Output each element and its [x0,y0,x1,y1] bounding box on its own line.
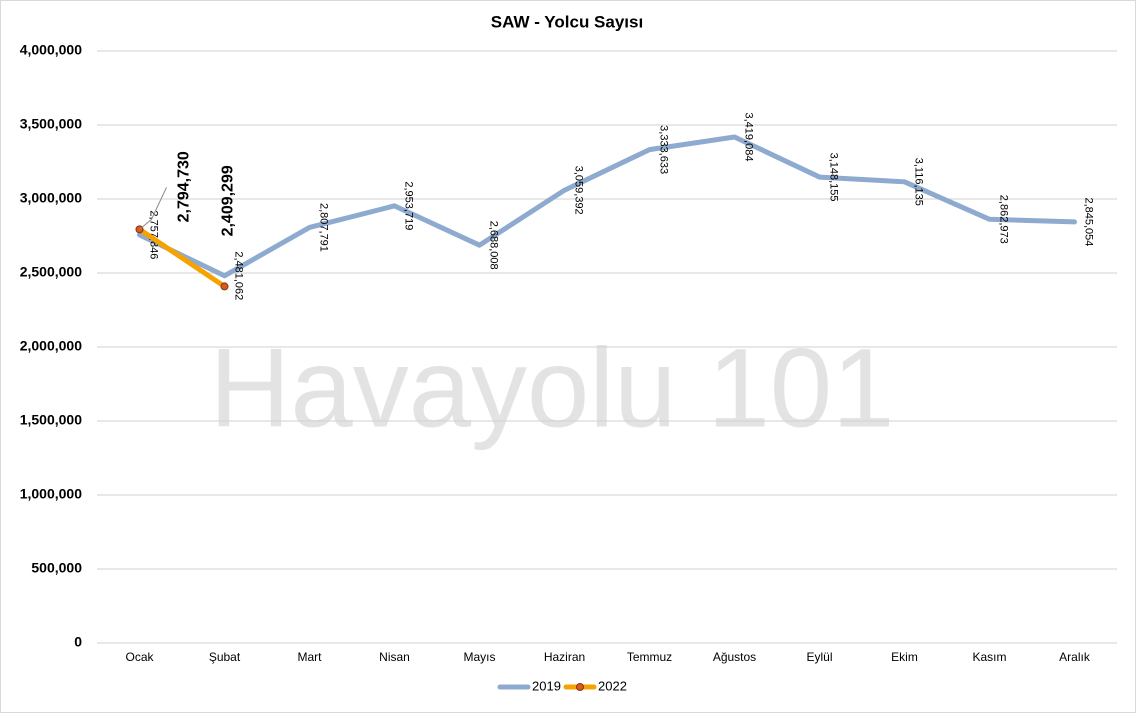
x-tick-label: Eylül [806,650,832,664]
x-tick-label: Haziran [544,650,585,664]
legend-label: 2019 [532,678,561,693]
series-line [137,134,1077,279]
data-label: 2,409,299 [220,165,237,236]
data-label: 2,757,846 [148,210,160,259]
x-tick-label: Kasım [972,650,1006,664]
y-tick-label: 4,000,000 [20,42,82,58]
data-label: 2,807,791 [318,203,330,252]
y-tick-label: 3,500,000 [20,116,82,132]
legend-marker [576,683,584,691]
data-label: 3,116,135 [913,158,925,206]
x-tick-label: Ekim [891,650,918,664]
data-label: 3,419,084 [743,113,755,162]
marker [220,282,229,291]
data-label: 2,845,054 [1083,197,1095,246]
watermark: Havayolu 101 [210,326,895,451]
y-tick-label: 500,000 [31,560,82,576]
x-tick-label: Şubat [209,650,241,664]
x-tick-label: Ocak [125,650,154,664]
x-tick-label: Nisan [379,650,410,664]
x-tick-label: Aralık [1059,650,1091,664]
y-tick-label: 3,000,000 [20,190,82,206]
data-label: 3,333,633 [658,125,670,174]
x-tick-label: Mayıs [463,650,495,664]
y-tick-label: 1,500,000 [20,412,82,428]
legend-label: 2022 [598,678,627,693]
chart-title: SAW - Yolcu Sayısı [491,12,643,31]
data-label: 2,688,008 [488,221,500,270]
y-tick-label: 1,000,000 [20,486,82,502]
data-label: 3,059,392 [573,166,585,215]
leader-line [139,187,167,230]
x-tick-label: Mart [298,650,323,664]
series-line [137,226,227,289]
data-label: 3,148,155 [828,153,840,202]
data-label: 2,481,062 [233,251,245,300]
y-tick-label: 2,000,000 [20,338,82,354]
x-tick-label: Ağustos [713,650,756,664]
data-label: 2,953,719 [403,181,415,230]
y-tick-label: 0 [74,634,82,650]
y-tick-label: 2,500,000 [20,264,82,280]
x-tick-label: Temmuz [627,650,672,664]
data-label: 2,862,973 [998,195,1010,244]
data-label: 2,794,730 [176,151,193,222]
